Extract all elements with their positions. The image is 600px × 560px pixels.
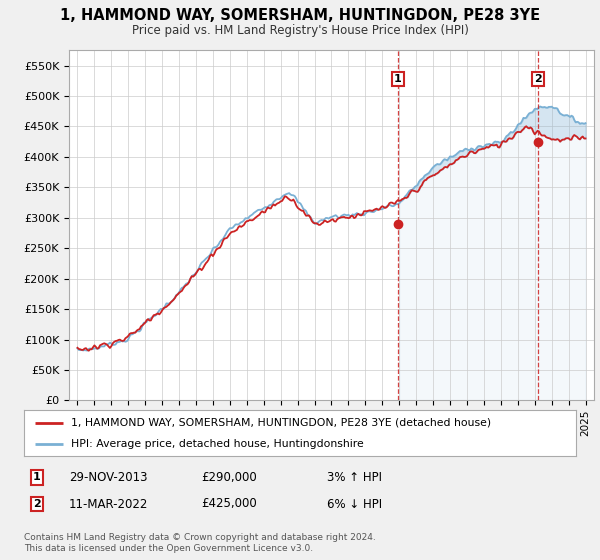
Text: 29-NOV-2013: 29-NOV-2013 [69, 470, 148, 484]
Text: 6% ↓ HPI: 6% ↓ HPI [327, 497, 382, 511]
Text: 2: 2 [33, 499, 41, 509]
Text: Contains HM Land Registry data © Crown copyright and database right 2024.
This d: Contains HM Land Registry data © Crown c… [24, 534, 376, 553]
Text: £290,000: £290,000 [201, 470, 257, 484]
Text: £425,000: £425,000 [201, 497, 257, 511]
Text: 1, HAMMOND WAY, SOMERSHAM, HUNTINGDON, PE28 3YE (detached house): 1, HAMMOND WAY, SOMERSHAM, HUNTINGDON, P… [71, 418, 491, 428]
Text: 1, HAMMOND WAY, SOMERSHAM, HUNTINGDON, PE28 3YE: 1, HAMMOND WAY, SOMERSHAM, HUNTINGDON, P… [60, 8, 540, 24]
Text: HPI: Average price, detached house, Huntingdonshire: HPI: Average price, detached house, Hunt… [71, 439, 364, 449]
Text: 1: 1 [33, 472, 41, 482]
Text: 11-MAR-2022: 11-MAR-2022 [69, 497, 148, 511]
Text: 1: 1 [394, 74, 402, 84]
Text: Price paid vs. HM Land Registry's House Price Index (HPI): Price paid vs. HM Land Registry's House … [131, 24, 469, 36]
Text: 3% ↑ HPI: 3% ↑ HPI [327, 470, 382, 484]
Text: 2: 2 [534, 74, 542, 84]
